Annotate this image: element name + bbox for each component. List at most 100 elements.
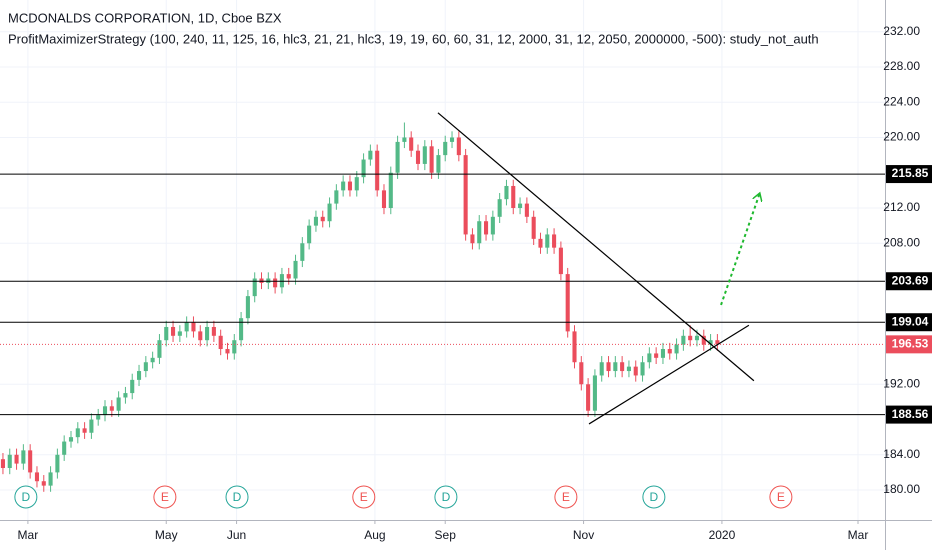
candle-body xyxy=(28,450,33,473)
candle-body xyxy=(21,450,26,464)
candle-body xyxy=(354,177,359,191)
event-marker xyxy=(14,485,38,509)
candle-body xyxy=(123,393,128,398)
trendline xyxy=(720,193,760,306)
level-label-box xyxy=(886,405,932,424)
candle-body xyxy=(415,150,421,164)
candle-body xyxy=(150,357,155,363)
y-tick-label: 232.00 xyxy=(883,24,920,38)
candle-body xyxy=(688,335,693,341)
trendline xyxy=(437,112,755,382)
candle-body xyxy=(436,155,441,173)
chart-title: MCDONALDS CORPORATION, 1D, Cboe BZX xyxy=(8,10,282,25)
candle-body xyxy=(647,353,652,363)
candle-body xyxy=(177,331,182,336)
y-tick-label: 224.00 xyxy=(883,94,920,108)
candle-body xyxy=(7,454,12,468)
candle-body xyxy=(232,340,237,354)
candle-body xyxy=(0,459,5,468)
event-label: D xyxy=(22,490,31,504)
candle-body xyxy=(381,190,387,208)
candle-body xyxy=(409,137,414,151)
candle-body xyxy=(572,331,577,363)
candle-body xyxy=(674,344,679,354)
candle-body xyxy=(388,172,393,208)
candle-body xyxy=(708,340,713,345)
candle-body xyxy=(402,137,407,142)
candle-body xyxy=(694,335,700,341)
candle-body xyxy=(225,349,230,354)
candle-body xyxy=(341,181,346,191)
last-price-box xyxy=(886,335,932,354)
candle-body xyxy=(34,472,40,482)
level-label: 203.69 xyxy=(892,273,929,287)
candle-body xyxy=(633,366,638,376)
x-tick-label: Jun xyxy=(227,528,246,542)
candle-body xyxy=(599,362,604,376)
candle-body xyxy=(538,238,543,248)
candle-body xyxy=(660,349,665,358)
candle-body xyxy=(82,428,87,433)
candle-body xyxy=(368,150,373,160)
level-label-box xyxy=(886,165,932,184)
event-label: D xyxy=(442,490,451,504)
y-tick-label: 192.00 xyxy=(883,376,920,390)
candle-body xyxy=(184,322,189,332)
candle-body xyxy=(586,384,591,411)
x-tick-label: Aug xyxy=(364,528,385,542)
event-label: E xyxy=(777,490,785,504)
candle-body xyxy=(130,379,135,394)
candle-body xyxy=(626,366,631,372)
candle-body xyxy=(524,203,529,217)
candle-body xyxy=(218,335,223,350)
candle-body xyxy=(109,406,114,411)
event-marker xyxy=(352,485,376,509)
x-tick-label: May xyxy=(155,528,178,542)
candle-body xyxy=(531,216,536,239)
candle-body xyxy=(273,278,278,288)
candle-body xyxy=(68,437,74,442)
event-marker xyxy=(554,485,578,509)
candle-body xyxy=(620,362,625,372)
candle-body xyxy=(41,481,46,486)
event-label: D xyxy=(650,490,659,504)
candle-body xyxy=(286,274,291,279)
candle-body xyxy=(191,322,196,332)
candle-body xyxy=(245,296,250,319)
candle-body xyxy=(300,243,305,261)
y-tick-label: 220.00 xyxy=(883,130,920,144)
candle-body xyxy=(518,203,523,208)
event-label: D xyxy=(233,490,242,504)
candle-body xyxy=(143,362,148,372)
x-tick-label: Nov xyxy=(573,528,594,542)
candle-body xyxy=(320,216,325,222)
candle-body xyxy=(14,454,19,464)
candle-body xyxy=(136,371,142,380)
y-tick-label: 212.00 xyxy=(883,200,920,214)
candle-body xyxy=(558,247,563,275)
candle-body xyxy=(266,278,271,283)
event-marker xyxy=(225,485,249,509)
candle-body xyxy=(205,326,210,341)
level-label: 199.04 xyxy=(892,314,929,328)
event-label: E xyxy=(161,490,169,504)
candle-body xyxy=(259,278,264,283)
candle-body xyxy=(667,349,672,354)
candle-body xyxy=(171,326,176,336)
event-label: E xyxy=(360,490,368,504)
candle-body xyxy=(375,150,380,191)
candle-body xyxy=(511,185,516,208)
candle-body xyxy=(89,419,94,433)
level-label-box xyxy=(886,272,932,291)
event-label: E xyxy=(562,490,570,504)
candle-body xyxy=(96,415,101,420)
candle-body xyxy=(327,203,332,222)
candle-body xyxy=(497,199,502,217)
candle-body xyxy=(279,274,284,288)
last-price-label: 196.53 xyxy=(892,337,929,351)
candle-body xyxy=(361,159,366,178)
candle-body xyxy=(307,225,312,244)
candle-body xyxy=(484,221,489,235)
